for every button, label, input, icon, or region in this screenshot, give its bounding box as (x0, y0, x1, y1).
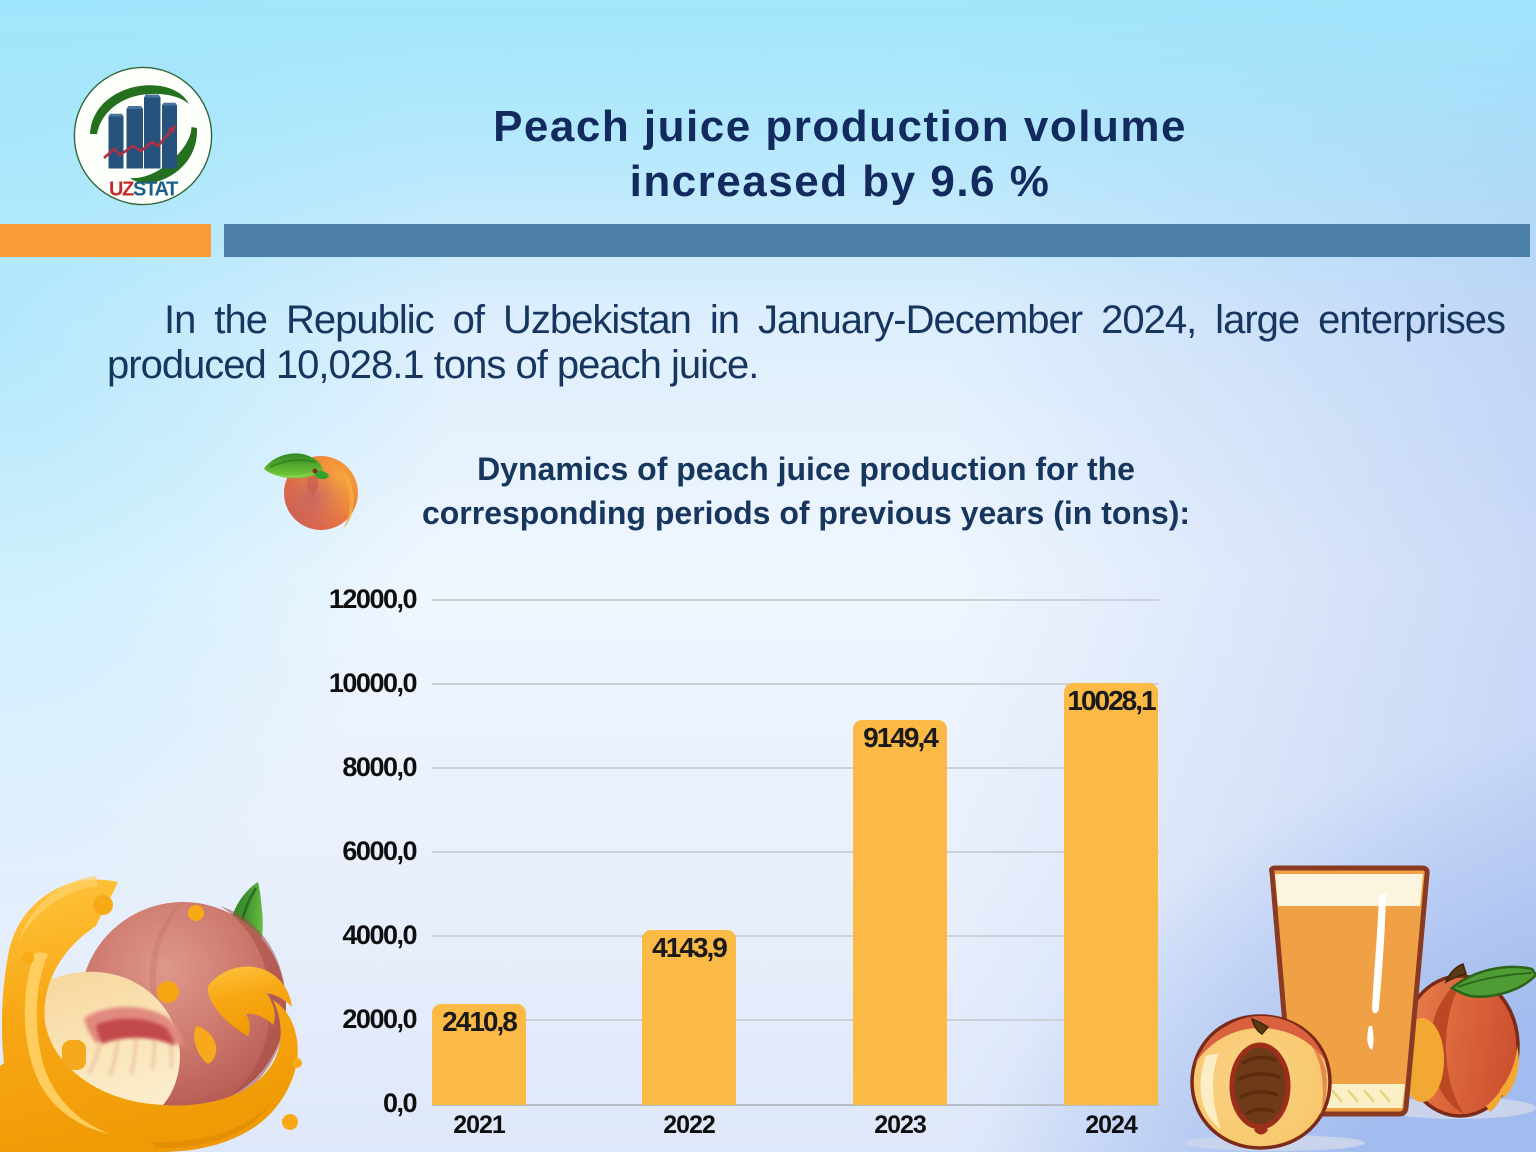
svg-text:UZSTAT: UZSTAT (109, 179, 178, 201)
